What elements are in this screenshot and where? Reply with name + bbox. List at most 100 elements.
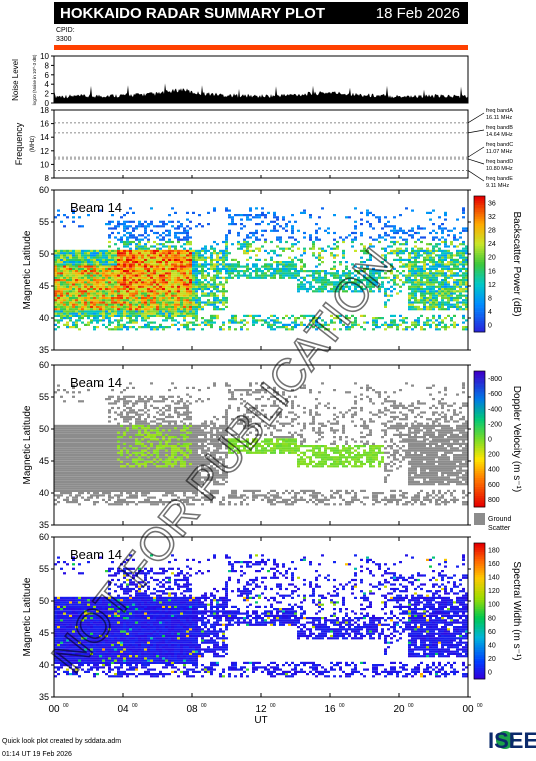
power-echo-cell [441, 267, 444, 270]
velocity-echo-cell [120, 498, 123, 501]
power-echo-cell [120, 305, 123, 308]
power-echo-cell [117, 238, 120, 241]
velocity-echo-cell [117, 471, 120, 475]
power-echo-cell [66, 321, 69, 324]
power-echo-cell [186, 254, 189, 257]
velocity-echo-cell [135, 451, 138, 454]
power-echo-cell [261, 274, 264, 277]
power-echo-cell [117, 328, 120, 331]
power-echo-cell [93, 290, 96, 293]
velocity-echo-cell [102, 456, 105, 459]
velocity-echo-cell [153, 501, 156, 504]
power-echo-cell [90, 310, 93, 313]
velocity-echo-cell [72, 391, 75, 394]
power-echo-cell [156, 303, 159, 306]
power-echo-cell [126, 254, 129, 257]
power-echo-cell [369, 287, 372, 291]
power-echo-cell [228, 272, 231, 275]
power-echo-cell [111, 281, 114, 284]
power-echo-cell [441, 321, 444, 324]
power-echo-cell [438, 274, 441, 277]
velocity-echo-cell [150, 404, 153, 407]
velocity-echo-cell [66, 427, 69, 430]
power-echo-cell [60, 290, 63, 293]
velocity-echo-cell [63, 485, 66, 488]
power-echo-cell [225, 258, 228, 261]
velocity-echo-cell [114, 480, 117, 483]
power-echo-cell [432, 301, 435, 304]
velocity-echo-cell [114, 462, 117, 466]
velocity-echo-cell [150, 476, 153, 479]
power-echo-cell [273, 321, 276, 324]
power-echo-cell [456, 281, 459, 284]
power-echo-cell [297, 290, 300, 293]
power-echo-cell [333, 265, 336, 268]
power-echo-cell [273, 272, 276, 275]
power-echo-cell [63, 270, 66, 273]
power-echo-cell [102, 323, 105, 326]
power-echo-cell [153, 267, 156, 270]
power-echo-cell [153, 231, 156, 235]
power-echo-cell [459, 243, 462, 246]
power-echo-cell [192, 301, 195, 304]
power-echo-cell [228, 328, 231, 331]
power-echo-cell [276, 216, 279, 219]
velocity-echo-cell [135, 480, 138, 483]
velocity-echo-cell [138, 395, 141, 398]
velocity-echo-cell [147, 492, 150, 495]
power-echo-cell [165, 319, 168, 322]
power-echo-cell [114, 254, 117, 257]
power-echo-cell [165, 294, 168, 297]
power-echo-cell [60, 220, 63, 223]
power-echo-cell [120, 296, 123, 300]
power-echo-cell [303, 249, 306, 252]
power-echo-cell [354, 236, 357, 239]
power-echo-cell [366, 283, 369, 286]
power-echo-cell [153, 261, 156, 264]
power-echo-cell [438, 272, 441, 275]
velocity-echo-cell [102, 469, 105, 472]
power-echo-cell [321, 256, 324, 259]
velocity-echo-cell [150, 398, 153, 401]
velocity-echo-cell [75, 494, 78, 497]
power-echo-cell [108, 261, 111, 264]
velocity-echo-cell [108, 424, 111, 427]
power-echo-cell [90, 308, 93, 311]
velocity-echo-cell [120, 454, 123, 457]
power-echo-cell [357, 323, 360, 326]
power-echo-cell [195, 270, 198, 273]
power-echo-cell [276, 317, 279, 320]
power-echo-cell [60, 314, 63, 317]
velocity-echo-cell [78, 431, 81, 434]
velocity-echo-cell [123, 460, 126, 463]
power-echo-cell [303, 265, 306, 268]
velocity-echo-cell [75, 427, 78, 430]
power-echo-cell [402, 283, 405, 286]
power-echo-cell [156, 256, 159, 259]
power-echo-cell [84, 294, 87, 297]
power-echo-cell [465, 303, 468, 306]
power-echo-cell [432, 229, 435, 232]
power-echo-cell [402, 319, 405, 322]
velocity-echo-cell [96, 494, 99, 497]
velocity-echo-cell [138, 442, 141, 445]
velocity-echo-cell [75, 440, 78, 443]
power-echo-cell [165, 303, 168, 306]
power-echo-cell [198, 299, 201, 302]
power-echo-cell [240, 247, 243, 250]
power-echo-cell [60, 287, 63, 291]
power-echo-cell [315, 287, 318, 291]
power-echo-cell [81, 308, 84, 311]
power-echo-cell [420, 283, 423, 286]
power-echo-cell [129, 267, 132, 270]
power-echo-cell [426, 292, 429, 295]
power-echo-cell [102, 319, 105, 322]
velocity-echo-cell [66, 451, 69, 454]
power-echo-cell [243, 314, 246, 317]
power-colorbar-swatch [474, 266, 485, 269]
power-echo-cell [426, 272, 429, 275]
power-echo-cell [393, 240, 396, 244]
velocity-echo-cell [69, 447, 72, 450]
power-echo-cell [126, 285, 129, 288]
velocity-echo-cell [126, 503, 129, 506]
